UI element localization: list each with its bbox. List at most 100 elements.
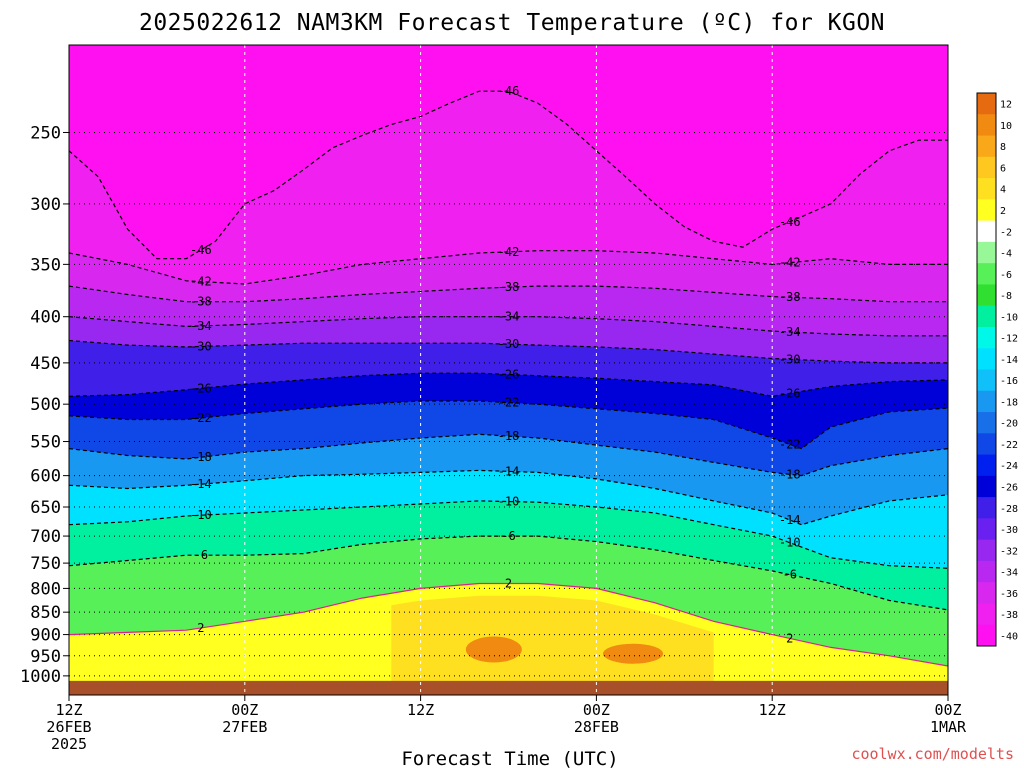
- colorbar-swatch: [977, 348, 996, 370]
- isotherm-label: -18: [190, 450, 212, 464]
- y-tick-label: 800: [30, 579, 61, 599]
- colorbar-label: -30: [1000, 525, 1018, 536]
- colorbar-swatch: [977, 220, 996, 243]
- isotherm-label: 2: [786, 631, 793, 645]
- colorbar-label: -22: [1000, 440, 1018, 451]
- ground-layer: [69, 680, 948, 695]
- band-warm-max-1: [465, 636, 522, 663]
- y-tick-label: 750: [30, 554, 61, 574]
- colorbar-swatch: [977, 241, 996, 264]
- colorbar-swatch: [977, 178, 996, 200]
- colorbar-label: -6: [1000, 270, 1012, 281]
- colorbar-label: -32: [1000, 546, 1018, 557]
- isotherm-labels: -46 -46 -46 -42 -42 -42 -38 -38 -38 -34 -34 -34 -30 -…: [190, 84, 801, 645]
- isotherm-lines: [69, 90, 948, 667]
- colorbar-label: -8: [1000, 291, 1012, 302]
- y-tick-label: 650: [30, 498, 61, 518]
- colorbar-swatch: [977, 199, 996, 222]
- colorbar-swatch: [977, 263, 996, 285]
- band-warm-max-2: [603, 643, 664, 664]
- colorbar-label: -38: [1000, 610, 1018, 621]
- colorbar-frame: [976, 92, 997, 647]
- colorbar-swatch: [977, 369, 996, 392]
- isotherm-label: -14: [779, 513, 801, 527]
- colorbar-swatch: [977, 433, 996, 456]
- colorbar-label: 12: [1000, 100, 1012, 111]
- isotherm--42: [69, 250, 948, 285]
- isotherm-label: -46: [779, 215, 801, 229]
- isotherm-label: -38: [190, 295, 212, 309]
- isotherm--14: [69, 469, 948, 526]
- y-tick-label: 400: [30, 308, 61, 328]
- colorbar-label: -16: [1000, 376, 1018, 387]
- colorbar-label: -40: [1000, 631, 1018, 642]
- isotherm-label: -38: [498, 280, 520, 294]
- isotherm-label: -38: [779, 290, 801, 304]
- isotherm-label: -30: [779, 352, 801, 366]
- colorbar-label: 8: [1000, 142, 1006, 153]
- y-tick-label: 600: [30, 467, 61, 487]
- colorbar-label: -2: [1000, 227, 1012, 238]
- isotherm-label: -46: [498, 84, 520, 98]
- colorbar-label: -28: [1000, 504, 1018, 515]
- y-tick-label: 900: [30, 626, 61, 646]
- isotherm--18: [69, 433, 948, 477]
- colorbar-label: -10: [1000, 312, 1018, 323]
- y-tick-label: 500: [30, 395, 61, 415]
- isotherm-label: -10: [779, 536, 801, 550]
- isotherm--22: [69, 400, 948, 450]
- isotherm-label: -6: [783, 568, 797, 582]
- plot-frame: [68, 44, 949, 696]
- credit-text: coolwx.com/modelts: [851, 745, 1014, 763]
- isotherm-label: -26: [779, 386, 801, 400]
- y-tick-label: 550: [30, 433, 61, 453]
- x-tick-label: 28FEB: [574, 718, 619, 736]
- isotherm--46: [69, 90, 948, 260]
- x-tick-label: 2025: [51, 735, 87, 753]
- colorbar-label: 2: [1000, 206, 1006, 217]
- band-warm-core: [391, 595, 714, 695]
- colorbar-swatch: [977, 114, 996, 137]
- isotherm-label: -22: [779, 437, 801, 451]
- colorbar-swatch: [977, 156, 996, 179]
- isotherm-label: -14: [498, 464, 520, 478]
- isotherm-label: -6: [501, 529, 515, 543]
- isotherm-label: -30: [498, 337, 520, 351]
- isotherm-label: -18: [498, 429, 520, 443]
- isotherm-label: -34: [498, 310, 520, 324]
- y-tick-label: 450: [30, 354, 61, 374]
- colorbar-swatch: [977, 284, 996, 307]
- colorbar-label: 4: [1000, 185, 1006, 196]
- y-axis-ticks: 250 300 350 400 450 500 550 600 650 700 750 800 850 9…: [20, 123, 69, 687]
- isotherm-label: -26: [498, 367, 520, 381]
- colorbar-swatch: [977, 560, 996, 583]
- x-tick-label: 12Z: [407, 701, 434, 719]
- colorbar-swatch: [977, 390, 996, 413]
- colorbar: 12 10 8 6 4 2 -2 -4 -6 -8 -10 -12 -14 -16 -18 -20 -22 -24…: [976, 92, 1018, 647]
- isotherm--10: [69, 500, 948, 569]
- isotherm-label: -14: [190, 477, 212, 491]
- colorbar-swatch: [977, 475, 996, 498]
- ground-fill: [69, 680, 948, 695]
- isotherm-label: -42: [498, 245, 520, 259]
- y-tick-label: 1000: [20, 667, 61, 687]
- chart-title: 2025022612 NAM3KM Forecast Temperature (…: [139, 10, 885, 36]
- temperature-bands: [69, 45, 948, 695]
- isotherm-label: -34: [190, 319, 212, 333]
- colorbar-label: 10: [1000, 121, 1012, 132]
- colorbar-swatch: [977, 412, 996, 434]
- isotherm-label: -42: [779, 256, 801, 270]
- colorbar-swatch: [977, 93, 996, 115]
- y-tick-label: 700: [30, 527, 61, 547]
- isotherm-label: -34: [779, 325, 801, 339]
- colorbar-label: -34: [1000, 568, 1018, 579]
- colorbar-label: -26: [1000, 482, 1018, 493]
- isotherm-label: -30: [190, 339, 212, 353]
- isotherm-label: -10: [498, 495, 520, 509]
- x-tick-label: 26FEB: [46, 718, 91, 736]
- y-tick-label: 250: [30, 123, 61, 143]
- isotherm-label: -22: [190, 411, 212, 425]
- colorbar-swatch: [977, 326, 996, 349]
